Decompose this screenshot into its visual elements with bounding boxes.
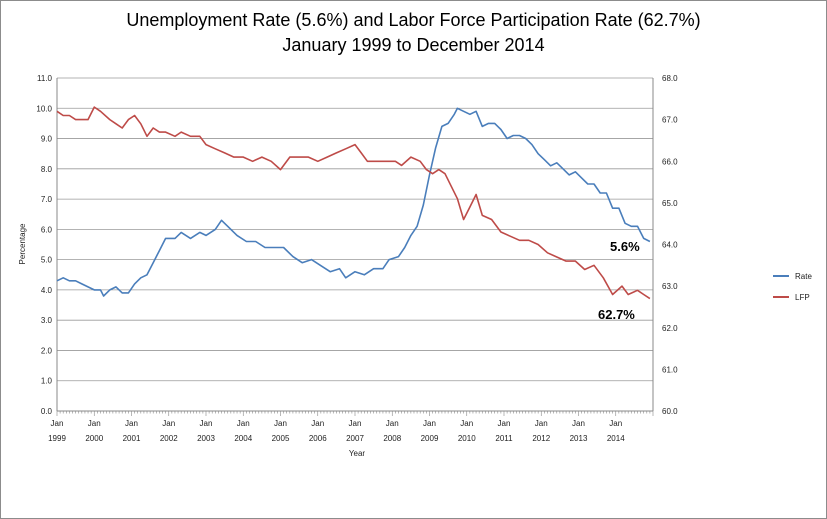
y-tick-label-left: 0.0 (41, 407, 53, 416)
y-tick-label-left: 4.0 (41, 286, 53, 295)
legend-label-lfp: LFP (795, 293, 810, 302)
series-layer (56, 106, 651, 300)
series-line-lfp (56, 106, 651, 300)
x-tick-label-month: Jan (423, 419, 436, 428)
x-tick-label-month: Jan (51, 419, 64, 428)
x-tick-label-month: Jan (609, 419, 622, 428)
x-tick-label-year: 2006 (309, 434, 327, 443)
y-tick-label-left: 5.0 (41, 256, 53, 265)
gridlines (57, 77, 653, 412)
y-axis-label: Percentage (18, 223, 27, 264)
y-tick-label-right: 61.0 (662, 365, 678, 374)
x-tick-label-year: 2010 (458, 434, 476, 443)
y-tick-label-right: 66.0 (662, 157, 678, 166)
y-tick-label-left: 6.0 (41, 225, 53, 234)
x-tick-label-year: 2002 (160, 434, 178, 443)
x-tick-label-year: 2004 (234, 434, 252, 443)
annotation-rate-value: 5.6% (610, 239, 640, 254)
x-tick-label-month: Jan (349, 419, 362, 428)
x-tick-label-year: 2001 (123, 434, 141, 443)
x-tick-label-year: 2012 (532, 434, 550, 443)
annotation-lfp-value: 62.7% (598, 307, 635, 322)
y-tick-label-left: 3.0 (41, 316, 53, 325)
x-tick-label-year: 2014 (607, 434, 625, 443)
x-tick-label-year: 2013 (570, 434, 588, 443)
x-tick-label-month: Jan (460, 419, 473, 428)
y-tick-label-right: 67.0 (662, 116, 678, 125)
series-line-rate (56, 107, 651, 297)
x-axis-ticks: Jan 1999 Jan 2000 Jan 2001 Jan 2002 Jan 2003 Jan 20… (48, 411, 654, 443)
x-tick-label-month: Jan (88, 419, 101, 428)
y-tick-label-right: 60.0 (662, 407, 678, 416)
legend: Rate LFP (773, 272, 812, 302)
x-tick-label-year: 2009 (421, 434, 439, 443)
axes (56, 78, 654, 412)
legend-label-rate: Rate (795, 272, 812, 281)
y-tick-label-left: 1.0 (41, 377, 53, 386)
y-tick-label-left: 9.0 (41, 135, 53, 144)
y-axis-right-ticks: 60.0 61.0 62.0 63.0 64.0 65.0 66.0 67.0 68.0 (662, 74, 678, 416)
x-tick-label-year: 2000 (85, 434, 103, 443)
y-tick-label-right: 68.0 (662, 74, 678, 83)
x-tick-label-month: Jan (311, 419, 324, 428)
y-tick-label-right: 64.0 (662, 241, 678, 250)
x-tick-label-year: 1999 (48, 434, 66, 443)
y-tick-label-left: 8.0 (41, 165, 53, 174)
x-tick-label-year: 2005 (272, 434, 290, 443)
x-tick-label-year: 2003 (197, 434, 215, 443)
x-tick-label-month: Jan (125, 419, 138, 428)
x-tick-label-month: Jan (498, 419, 511, 428)
chart-subtitle: January 1999 to December 2014 (282, 35, 545, 55)
y-tick-label-left: 7.0 (41, 195, 53, 204)
x-tick-label-month: Jan (200, 419, 213, 428)
y-tick-label-left: 2.0 (41, 346, 53, 355)
y-tick-label-right: 65.0 (662, 199, 678, 208)
x-tick-label-month: Jan (237, 419, 250, 428)
y-tick-label-left: 11.0 (37, 74, 53, 83)
x-tick-label-month: Jan (162, 419, 175, 428)
x-tick-label-month: Jan (572, 419, 585, 428)
y-tick-label-left: 10.0 (36, 104, 52, 113)
x-tick-label-year: 2007 (346, 434, 364, 443)
chart-title: Unemployment Rate (5.6%) and Labor Force… (126, 10, 701, 30)
x-tick-label-year: 2011 (495, 434, 513, 443)
x-tick-label-month: Jan (274, 419, 287, 428)
y-axis-left-ticks: 0.0 1.0 2.0 3.0 4.0 5.0 6.0 7.0 8.0 9.0 10.0 11.0 (36, 74, 52, 416)
x-tick-label-month: Jan (386, 419, 399, 428)
x-tick-label-year: 2008 (383, 434, 401, 443)
y-tick-label-right: 62.0 (662, 324, 678, 333)
x-axis-label: Year (349, 449, 366, 458)
x-tick-label-month: Jan (535, 419, 548, 428)
y-tick-label-right: 63.0 (662, 282, 678, 291)
